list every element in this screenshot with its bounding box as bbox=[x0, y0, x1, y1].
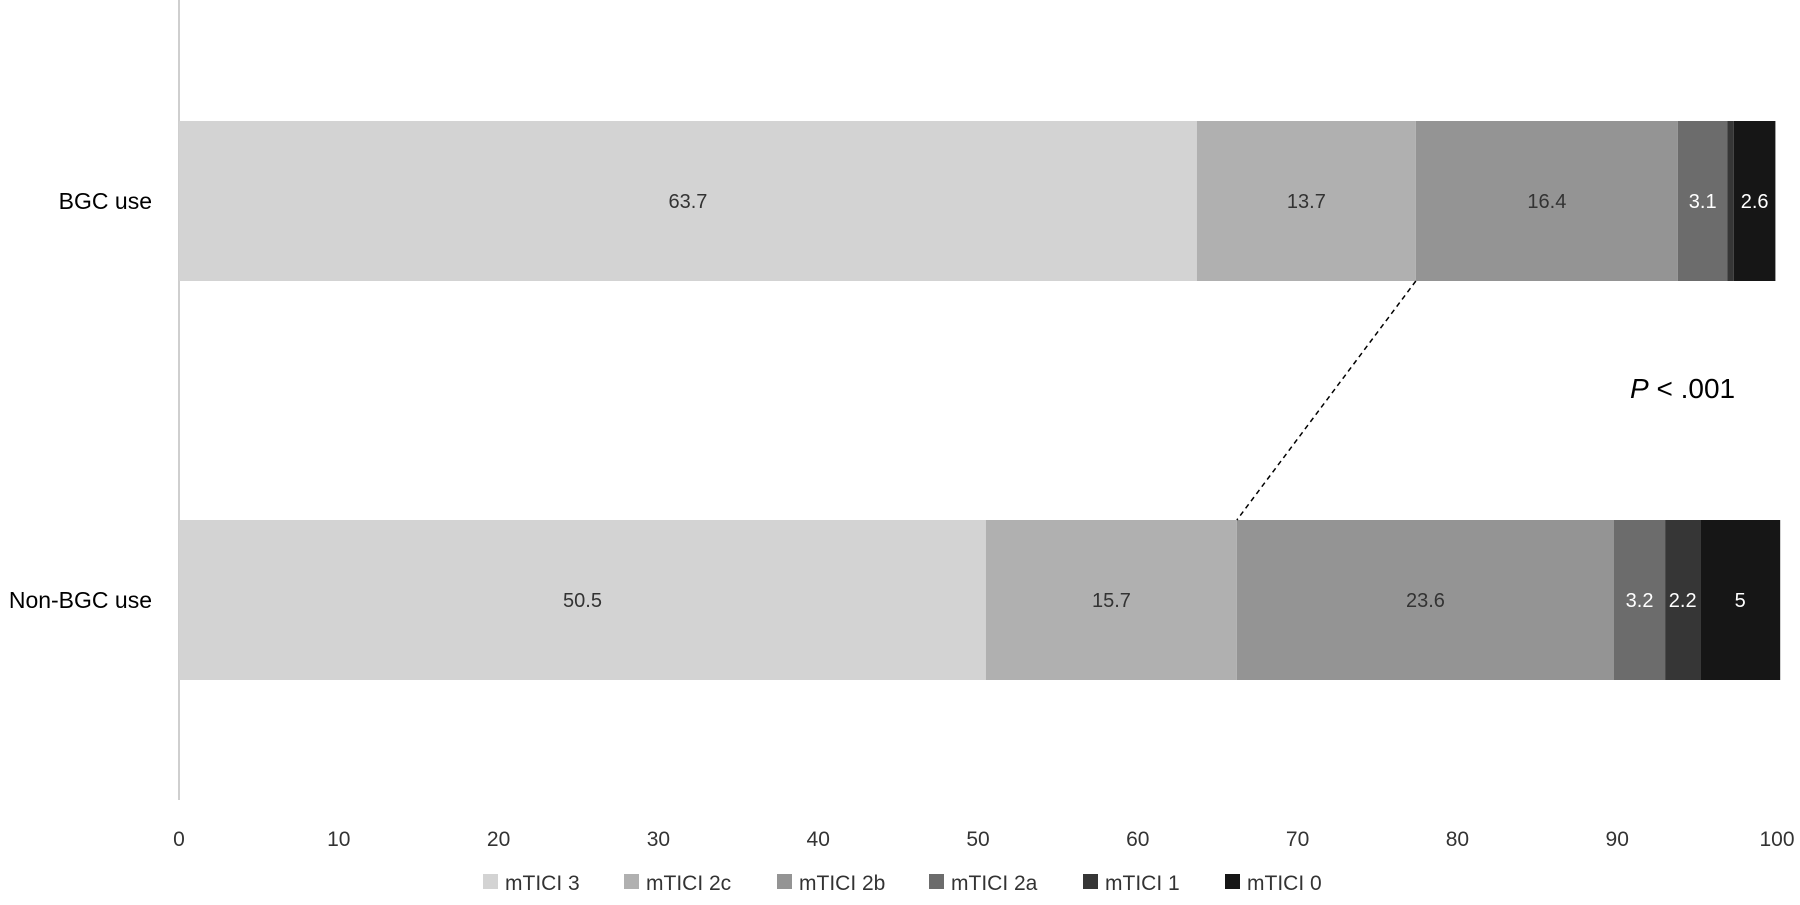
legend-label: mTICI 2c bbox=[646, 872, 731, 895]
bar-segment bbox=[1677, 121, 1728, 281]
legend-label: mTICI 3 bbox=[505, 872, 580, 895]
p-symbol: P bbox=[1630, 373, 1649, 404]
data-label: 13.7 bbox=[1287, 191, 1326, 213]
x-tick-label: 80 bbox=[1446, 828, 1469, 851]
data-label: 5 bbox=[1735, 590, 1746, 612]
x-tick-label: 30 bbox=[647, 828, 670, 851]
bar-segment bbox=[1614, 520, 1666, 680]
x-tick-label: 70 bbox=[1286, 828, 1309, 851]
data-label: 15.7 bbox=[1092, 590, 1131, 612]
legend-label: mTICI 2a bbox=[951, 872, 1038, 895]
legend-label: mTICI 1 bbox=[1105, 872, 1180, 895]
legend-swatch bbox=[483, 874, 498, 889]
x-tick-label: 10 bbox=[327, 828, 350, 851]
category-label: Non-BGC use bbox=[9, 587, 152, 613]
data-label: 63.7 bbox=[668, 191, 707, 213]
data-label: 23.6 bbox=[1406, 590, 1445, 612]
p-value-text: < .001 bbox=[1649, 373, 1735, 404]
connector-line bbox=[1236, 280, 1417, 521]
legend-swatch bbox=[929, 874, 944, 889]
data-label: 3.2 bbox=[1626, 590, 1654, 612]
p-value-annotation: P < .001 bbox=[1630, 373, 1735, 404]
legend-swatch bbox=[777, 874, 792, 889]
data-label: 16.4 bbox=[1527, 191, 1566, 213]
x-tick-label: 90 bbox=[1606, 828, 1629, 851]
data-label: 2.2 bbox=[1669, 590, 1697, 612]
x-tick-label: 20 bbox=[487, 828, 510, 851]
bar-segment bbox=[1415, 121, 1678, 281]
bar-segment bbox=[179, 121, 1197, 281]
x-tick-label: 60 bbox=[1126, 828, 1149, 851]
legend-swatch bbox=[1225, 874, 1240, 889]
bar-segment bbox=[1665, 520, 1701, 680]
data-label: 3.1 bbox=[1689, 191, 1717, 213]
legend-swatch bbox=[1083, 874, 1098, 889]
bar-segment bbox=[985, 520, 1237, 680]
legend-label: mTICI 0 bbox=[1247, 872, 1322, 895]
bar-segment bbox=[1700, 520, 1781, 680]
legend-label: mTICI 2b bbox=[799, 872, 885, 895]
bar-segment bbox=[1236, 520, 1615, 680]
x-tick-label: 50 bbox=[966, 828, 989, 851]
x-tick-label: 40 bbox=[807, 828, 830, 851]
bar-segment bbox=[179, 520, 986, 680]
data-label: 50.5 bbox=[563, 590, 602, 612]
bar-segment bbox=[1727, 121, 1734, 281]
x-tick-label: 0 bbox=[173, 828, 185, 851]
data-label: 2.6 bbox=[1741, 191, 1769, 213]
legend-swatch bbox=[624, 874, 639, 889]
bar-segment bbox=[1196, 121, 1416, 281]
x-tick-label: 100 bbox=[1759, 828, 1794, 851]
category-label: BGC use bbox=[59, 188, 152, 214]
bar-segment bbox=[1733, 121, 1776, 281]
